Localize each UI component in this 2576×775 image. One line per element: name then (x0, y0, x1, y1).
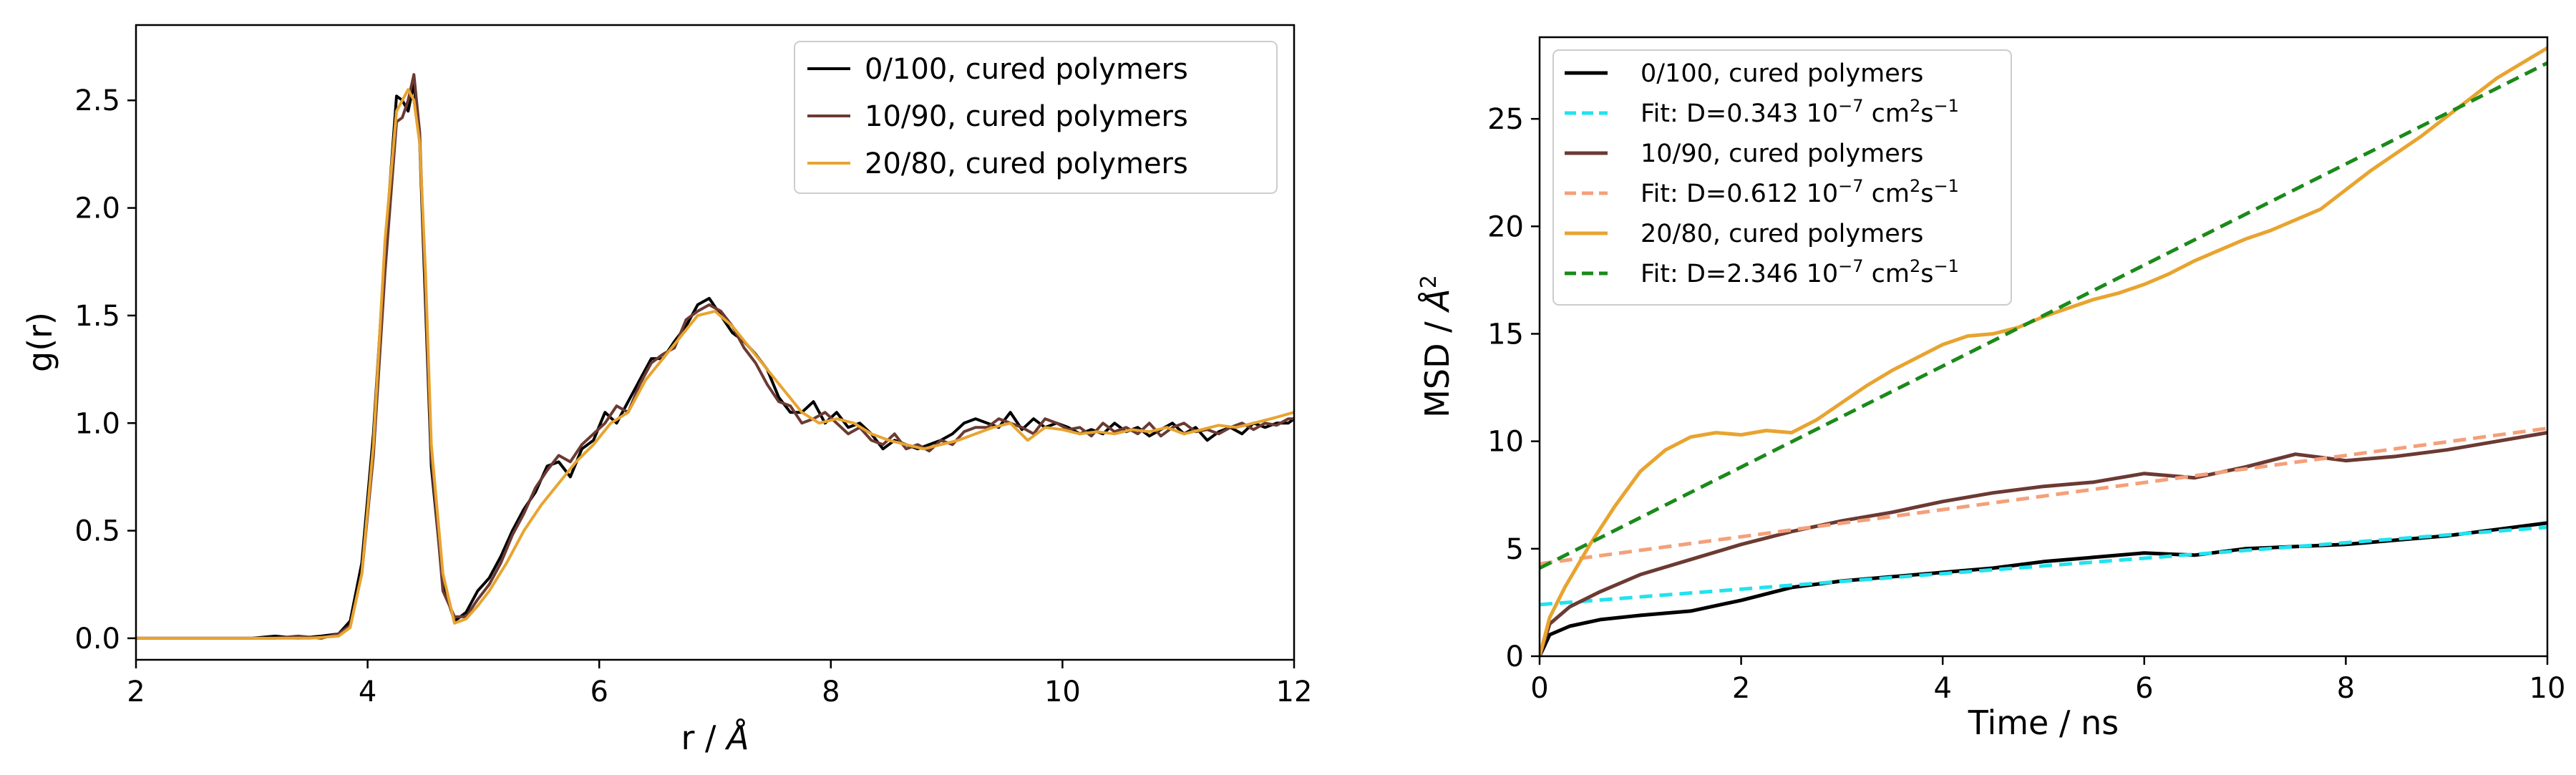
rdf-legend-label-0-100: 0/100, cured polymers (865, 53, 1188, 86)
msd-xtick-label-0: 0 (1530, 672, 1548, 705)
msd-ytick-label-5: 25 (1487, 103, 1524, 136)
msd-xtick-label-4: 8 (2337, 672, 2355, 705)
msd-x-axis-label: Time / ns (1968, 703, 2119, 742)
msd-x-axis: 0 2 4 6 8 10 (1530, 656, 2565, 705)
rdf-series-2 (136, 88, 1294, 640)
rdf-plot-frame (135, 24, 1296, 661)
rdf-xtick-label-4: 10 (1044, 676, 1081, 708)
rdf-x-axis: 2 4 6 8 10 12 (127, 660, 1312, 708)
msd-y-axis: 0 5 10 15 20 25 (1487, 103, 1540, 673)
msd-legend-label-10-90: 10/90, cured polymers (1641, 140, 1923, 168)
rdf-ytick-label-4: 2.0 (74, 192, 120, 225)
rdf-ytick-label-5: 2.5 (74, 84, 120, 117)
rdf-xtick-label-1: 4 (359, 676, 376, 708)
msd-ytick-label-0: 0 (1506, 640, 1524, 673)
rdf-legend-box (794, 41, 1278, 194)
msd-series-group (1540, 46, 2547, 656)
rdf-y-axis: 0.0 0.5 1.0 1.5 2.0 2.5 (74, 84, 136, 655)
rdf-chart: 2 4 6 8 10 12 0.0 0.5 1.0 1.5 2.0 2.5 r / Å g(r) 0… (21, 24, 1312, 757)
rdf-ytick-label-1: 0.5 (74, 515, 120, 548)
rdf-x-axis-label: r / Å (681, 718, 749, 757)
msd-legend-label-fit-20-80: Fit: D=2.346 10−7 cm2s−1 (1641, 256, 1959, 288)
msd-legend-label-fit-10-90: Fit: D=0.612 10−7 cm2s−1 (1641, 176, 1959, 208)
msd-xtick-label-2: 4 (1933, 672, 1951, 705)
msd-xtick-label-5: 10 (2529, 672, 2566, 705)
msd-legend-label-20-80: 20/80, cured polymers (1641, 220, 1923, 248)
rdf-series-group (136, 73, 1294, 640)
rdf-y-axis-label: g(r) (21, 312, 59, 372)
rdf-legend: 0/100, cured polymers 10/90, cured polym… (794, 41, 1278, 194)
rdf-xtick-label-3: 8 (822, 676, 840, 708)
msd-ytick-label-4: 20 (1487, 210, 1524, 243)
msd-legend-label-fit-0-100: Fit: D=0.343 10−7 cm2s−1 (1641, 96, 1959, 128)
msd-series-3 (1540, 427, 2547, 566)
msd-legend: 0/100, cured polymers Fit: D=0.343 10−7 … (1552, 49, 2012, 306)
rdf-xtick-label-2: 6 (590, 676, 608, 708)
msd-xtick-label-3: 6 (2135, 672, 2153, 705)
msd-ytick-label-2: 10 (1487, 426, 1524, 459)
rdf-xtick-label-0: 2 (127, 676, 145, 708)
rdf-legend-label-20-80: 20/80, cured polymers (865, 147, 1188, 180)
msd-series-5 (1540, 61, 2547, 570)
rdf-ytick-label-3: 1.5 (74, 300, 120, 333)
msd-y-axis-label: MSD / Å2 (1416, 275, 1457, 418)
msd-ytick-label-3: 15 (1487, 318, 1524, 351)
msd-ytick-label-1: 5 (1506, 533, 1524, 566)
msd-plot-frame (1538, 36, 2549, 658)
msd-legend-label-0-100: 0/100, cured polymers (1641, 59, 1923, 88)
msd-legend-box (1552, 49, 2012, 306)
rdf-ytick-label-0: 0.0 (74, 623, 120, 655)
rdf-ytick-label-2: 1.0 (74, 407, 120, 440)
msd-chart: 0 2 4 6 8 10 0 5 10 15 20 25 Time / ns MSD / Å2 0/… (1416, 36, 2565, 742)
msd-series-2 (1540, 431, 2547, 656)
rdf-xtick-label-5: 12 (1276, 676, 1313, 708)
rdf-legend-label-10-90: 10/90, cured polymers (865, 100, 1188, 133)
msd-series-1 (1540, 525, 2547, 607)
msd-xtick-label-1: 2 (1732, 672, 1750, 705)
